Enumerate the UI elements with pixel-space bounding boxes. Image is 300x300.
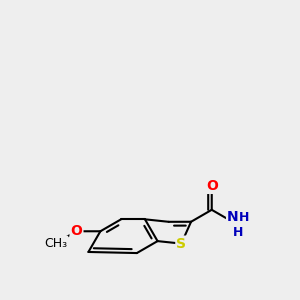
Text: N: N [226,210,238,224]
Text: O: O [70,224,83,238]
Text: O: O [206,179,218,193]
Text: CH₃: CH₃ [44,237,67,250]
Text: H: H [239,211,249,224]
Text: H: H [233,226,244,238]
Text: S: S [176,237,186,250]
